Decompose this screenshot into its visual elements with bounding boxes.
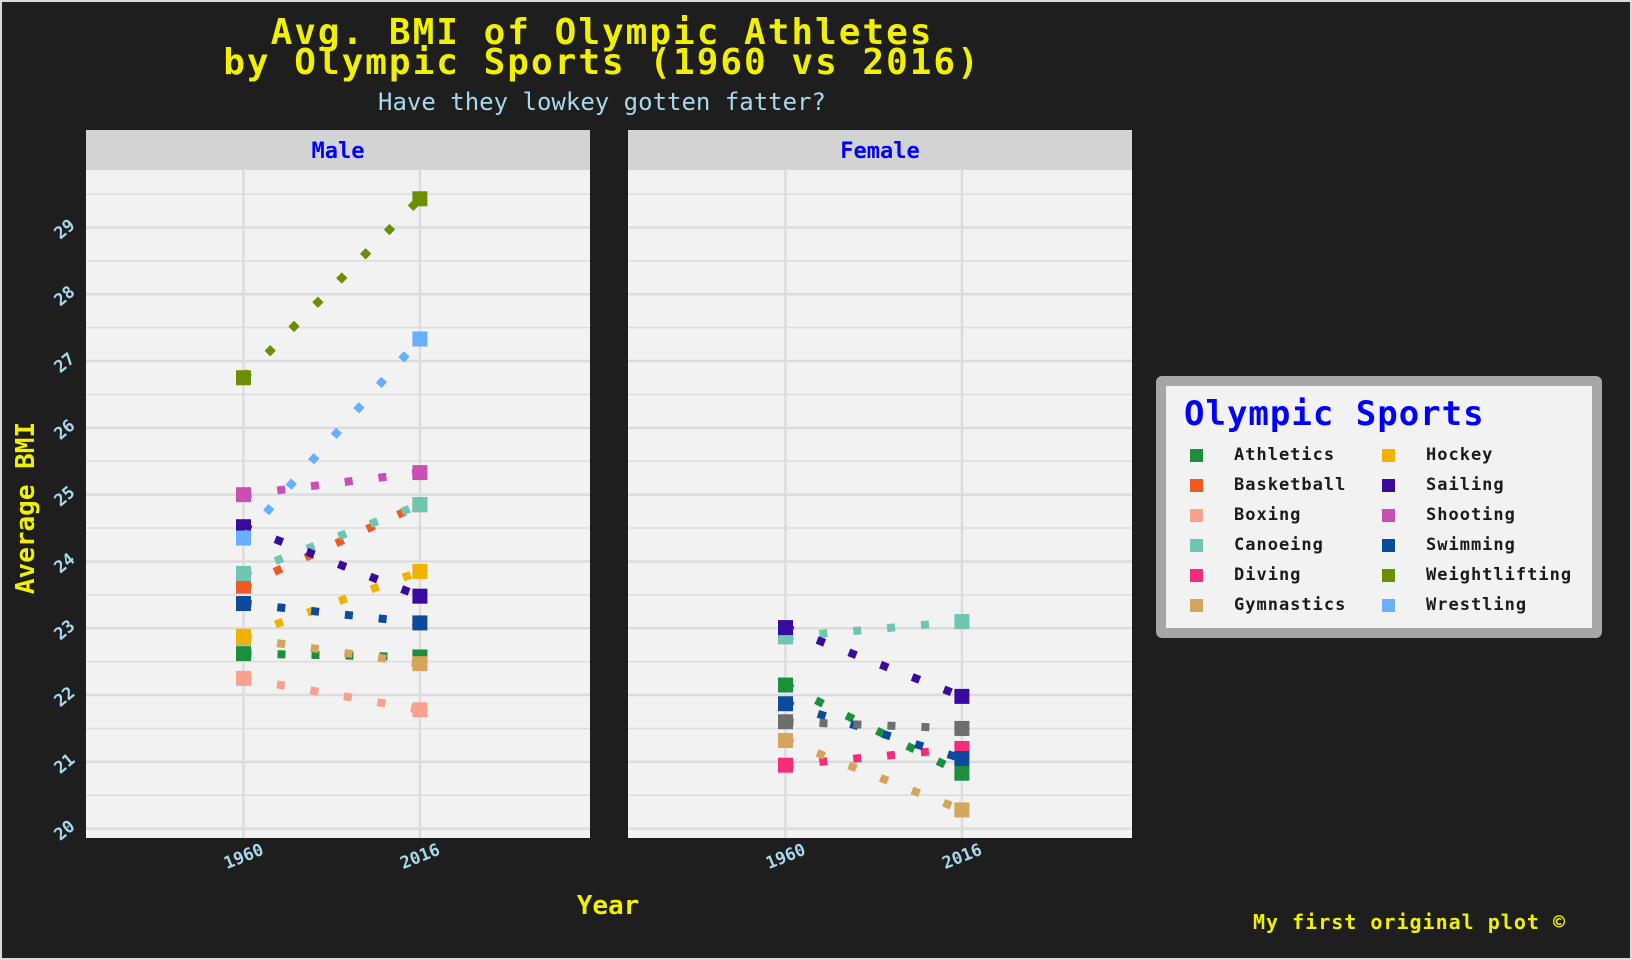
y-tick-label: 21 bbox=[51, 750, 80, 778]
legend-key-swatch bbox=[1190, 509, 1203, 522]
data-point bbox=[236, 646, 251, 662]
legend-key-swatch bbox=[1382, 449, 1395, 462]
legend-label: Swimming bbox=[1426, 535, 1516, 555]
data-point bbox=[778, 677, 793, 693]
legend-title: Olympic Sports bbox=[1184, 394, 1485, 434]
x-tick-label: 2016 bbox=[940, 840, 985, 874]
data-point bbox=[954, 765, 970, 781]
data-point bbox=[236, 670, 251, 686]
data-point bbox=[236, 578, 251, 594]
x-axis-title: Year bbox=[577, 891, 640, 921]
chart-subtitle: Have they lowkey gotten fatter? bbox=[378, 88, 826, 116]
series-connector bbox=[240, 195, 423, 381]
caption: My first original plot © bbox=[1253, 910, 1566, 934]
legend-label: Sailing bbox=[1426, 475, 1505, 495]
legend-label: Athletics bbox=[1234, 445, 1336, 465]
legend-label: Wrestling bbox=[1426, 595, 1528, 615]
y-tick-label: 24 bbox=[51, 549, 80, 577]
legend-key-swatch bbox=[1190, 599, 1203, 612]
facet-strip bbox=[86, 130, 590, 170]
facet-label: Male bbox=[312, 139, 365, 164]
data-point bbox=[236, 628, 251, 644]
data-point bbox=[412, 588, 428, 604]
data-point bbox=[412, 702, 428, 718]
data-point bbox=[236, 596, 251, 612]
x-tick-label: 1960 bbox=[221, 840, 266, 874]
y-tick-label: 25 bbox=[51, 483, 80, 511]
data-point bbox=[236, 565, 251, 581]
y-tick-label: 28 bbox=[51, 282, 80, 310]
panel-background bbox=[86, 170, 590, 838]
data-point bbox=[412, 656, 428, 672]
data-point bbox=[778, 732, 793, 748]
data-point bbox=[954, 688, 970, 704]
data-point bbox=[412, 191, 428, 207]
y-tick-label: 26 bbox=[51, 416, 80, 444]
data-point bbox=[412, 465, 428, 481]
legend-key-swatch bbox=[1190, 479, 1203, 492]
y-tick-label: 20 bbox=[51, 817, 80, 845]
facet-label: Female bbox=[840, 139, 919, 164]
legend-label: Basketball bbox=[1234, 475, 1347, 495]
data-point bbox=[236, 519, 251, 535]
legend-key-swatch bbox=[1190, 569, 1203, 582]
data-point bbox=[954, 751, 970, 767]
legend-label: Shooting bbox=[1426, 505, 1516, 525]
legend-key-swatch bbox=[1382, 479, 1395, 492]
facet-strip bbox=[628, 130, 1132, 170]
legend-key-swatch bbox=[1190, 539, 1203, 552]
data-point bbox=[778, 757, 793, 773]
legend-label: Gymnastics bbox=[1234, 595, 1347, 615]
legend: Olympic Sports Athletics Basketball Boxing… bbox=[1156, 376, 1602, 638]
legend-label: Canoeing bbox=[1234, 535, 1324, 555]
data-point bbox=[778, 714, 793, 730]
legend-label: Weightlifting bbox=[1426, 565, 1573, 585]
y-tick-label: 29 bbox=[51, 215, 80, 243]
chart-title-line-2: by Olympic Sports (1960 vs 2016) bbox=[223, 42, 981, 83]
data-point bbox=[236, 530, 251, 546]
data-point bbox=[954, 802, 970, 818]
y-axis-title: Average BMI bbox=[11, 422, 41, 594]
data-point bbox=[954, 720, 970, 736]
data-point bbox=[778, 620, 793, 636]
legend-key-swatch bbox=[1382, 509, 1395, 522]
data-point bbox=[412, 615, 428, 631]
legend-key-swatch bbox=[1382, 599, 1395, 612]
y-tick-label: 27 bbox=[51, 349, 80, 377]
data-point bbox=[412, 331, 428, 347]
legend-label: Diving bbox=[1234, 565, 1302, 585]
panel-background bbox=[628, 170, 1132, 838]
x-tick-label: 1960 bbox=[763, 840, 808, 874]
data-point bbox=[412, 563, 428, 579]
data-point bbox=[236, 487, 251, 503]
chart-title-line-1: Avg. BMI of Olympic Athletes bbox=[270, 12, 934, 53]
legend-label: Boxing bbox=[1234, 505, 1302, 525]
data-point bbox=[412, 497, 428, 513]
y-tick-label: 22 bbox=[51, 683, 80, 711]
y-tick-label: 23 bbox=[51, 616, 80, 644]
legend-key-swatch bbox=[1382, 539, 1395, 552]
data-point bbox=[236, 370, 251, 386]
legend-label: Hockey bbox=[1426, 445, 1494, 465]
legend-key-swatch bbox=[1382, 569, 1395, 582]
x-tick-label: 2016 bbox=[398, 840, 443, 874]
legend-key-swatch bbox=[1190, 449, 1203, 462]
data-point bbox=[778, 696, 793, 712]
data-point bbox=[954, 614, 970, 630]
